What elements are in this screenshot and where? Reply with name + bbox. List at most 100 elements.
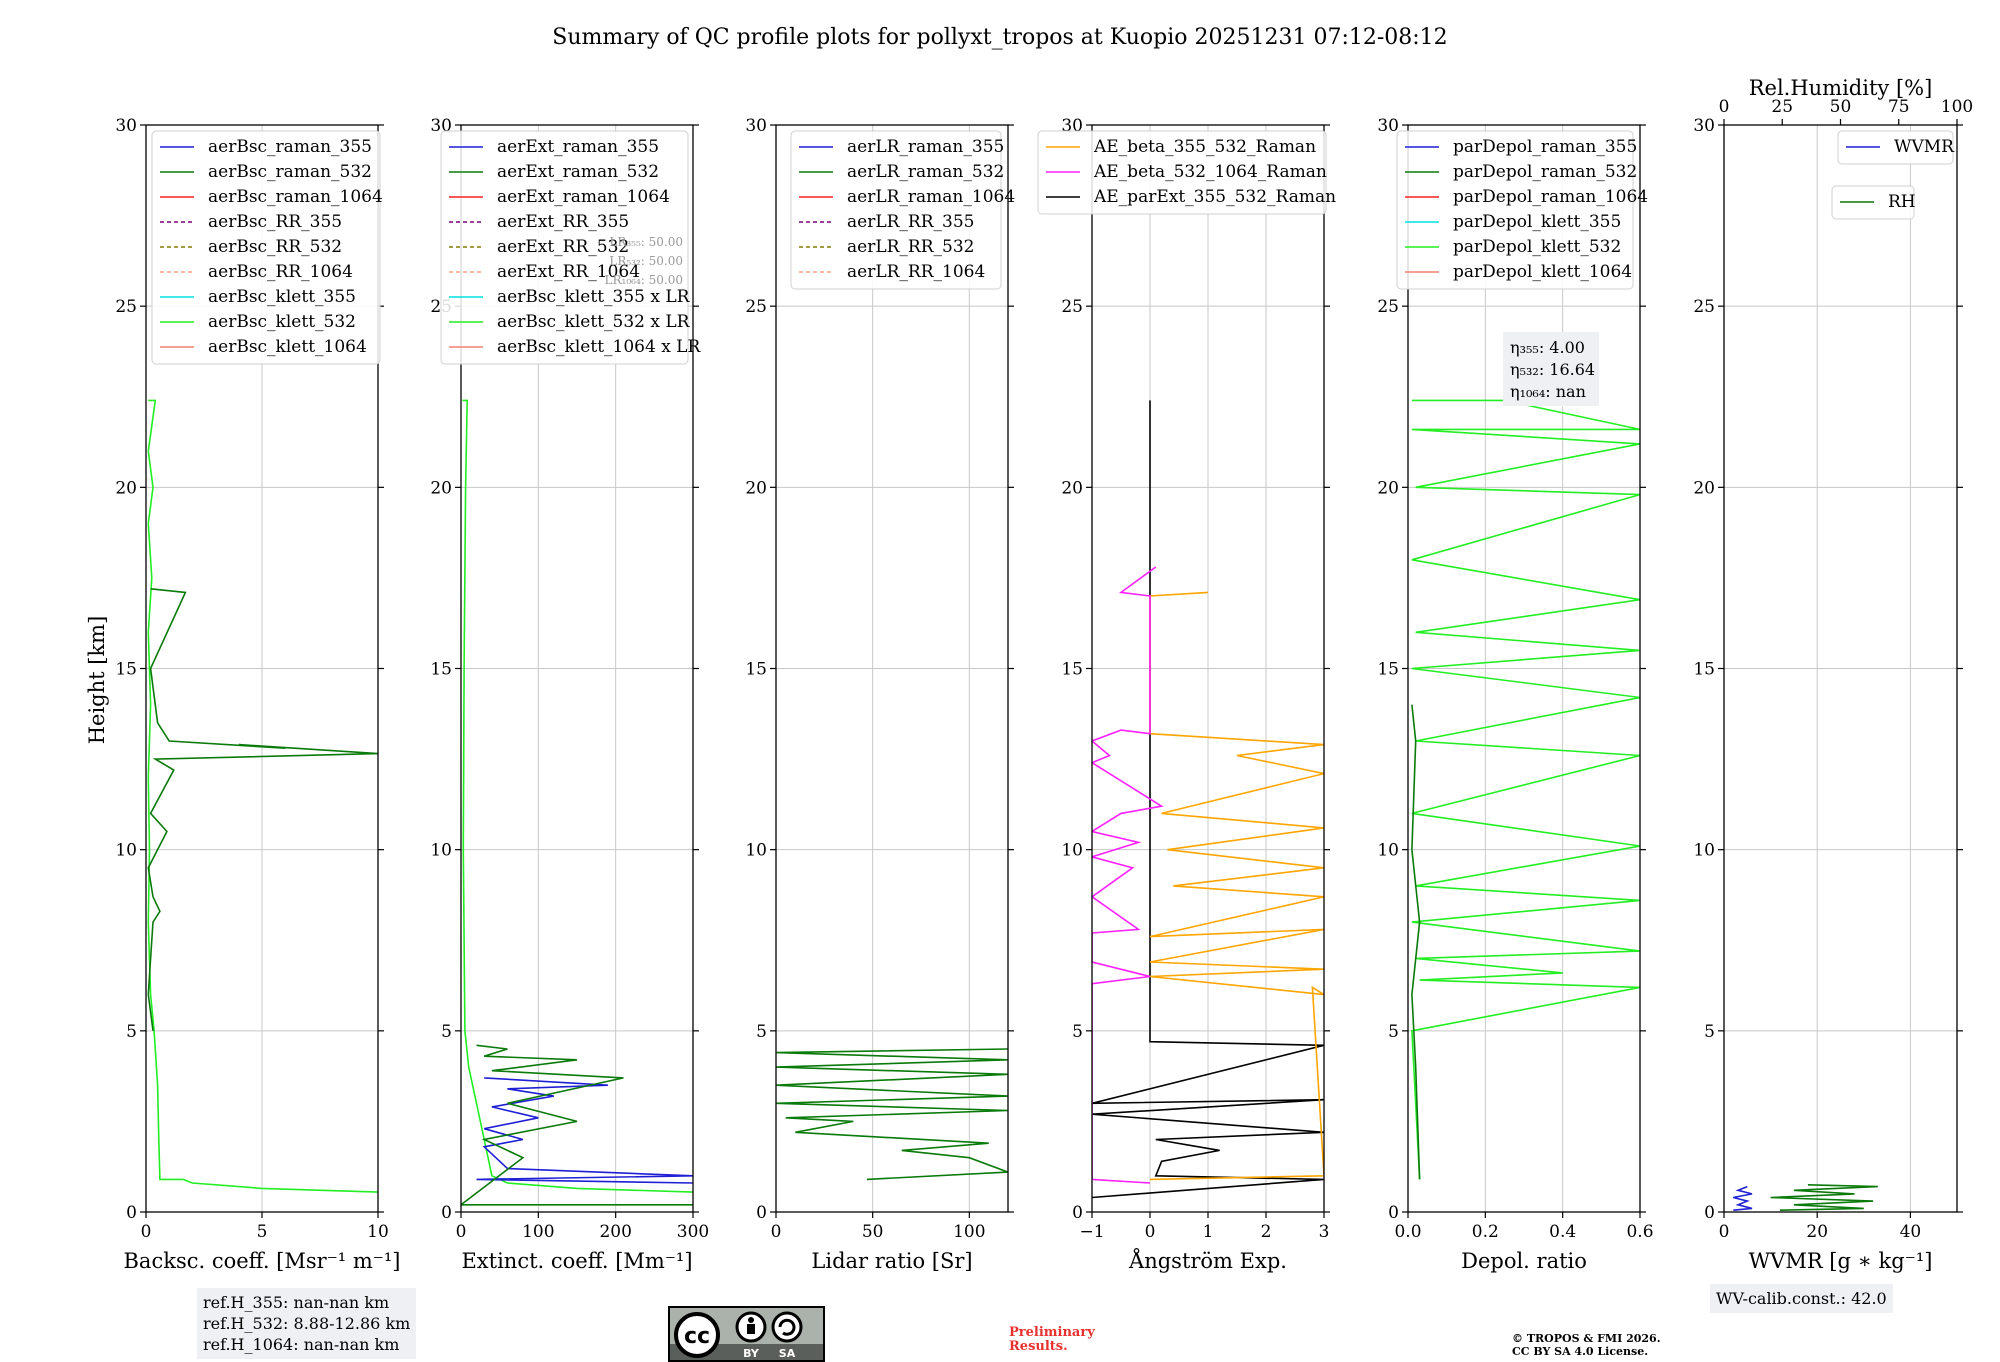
x-axis-label: Ångström Exp. <box>1128 1248 1287 1273</box>
axes-frame <box>775 124 1009 1213</box>
by-label: BY <box>743 1347 760 1360</box>
y-tick-label: 25 <box>745 297 767 317</box>
series-group <box>1092 400 1324 1199</box>
legend-label: AE_parExt_355_532_Raman <box>1093 187 1336 207</box>
legend-label: aerExt_raman_355 <box>497 137 659 157</box>
x-tick-label: 2 <box>1261 1222 1272 1242</box>
legend-label: aerLR_RR_355 <box>847 212 974 232</box>
sa-share-icon <box>771 1311 803 1343</box>
x-axis-label: Backsc. coeff. [Msr⁻¹ m⁻¹] <box>124 1249 401 1273</box>
x-tick-label: 50 <box>862 1222 884 1242</box>
series-line-aerLR_raman_532 <box>776 1048 1008 1181</box>
y-tick-label: 0 <box>1072 1203 1083 1223</box>
x-tick-label: 200 <box>599 1222 631 1242</box>
legend-label: AE_beta_355_532_Raman <box>1093 137 1316 157</box>
copyright-note: © TROPOS & FMI 2026. CC BY SA 4.0 Licens… <box>1512 1332 1661 1358</box>
x-tick-label: 0.0 <box>1394 1222 1421 1242</box>
legend-box <box>1037 130 1327 215</box>
y-tick-label: 15 <box>1061 660 1083 680</box>
legend-label: parDepol_raman_355 <box>1453 137 1637 157</box>
legend-label: parDepol_klett_532 <box>1453 237 1621 257</box>
y-tick-label: 25 <box>1061 297 1083 317</box>
legend-label: aerExt_raman_532 <box>497 162 659 182</box>
legend: RH <box>1831 185 1916 220</box>
y-tick-label: 15 <box>745 660 767 680</box>
legend: aerBsc_raman_355 aerBsc_raman_532 aerBsc_r… <box>151 130 383 365</box>
legend: WVMR <box>1837 130 1955 165</box>
y-tick-label: 10 <box>1377 841 1399 861</box>
x-tick-label: 40 <box>1900 1222 1922 1242</box>
y-tick-label: 5 <box>1388 1022 1399 1042</box>
series-line-WVMR <box>1733 1185 1753 1211</box>
x-axis-label: Lidar ratio [Sr] <box>811 1249 972 1273</box>
y-tick-label: 15 <box>430 660 452 680</box>
series-line-aerBsc_klett_532 <box>147 399 378 1193</box>
legend-label: aerExt_raman_1064 <box>497 187 670 207</box>
axes-frame <box>1091 124 1325 1213</box>
y-tick-label: 10 <box>1061 841 1083 861</box>
x-tick-label: 20 <box>1806 1222 1828 1242</box>
eta-annotation: η₃₅₅: 4.00 <box>1510 338 1585 357</box>
top-axis-label: Rel.Humidity [%] <box>1749 76 1933 100</box>
top-x-tick-label: 0 <box>1719 97 1730 117</box>
y-tick-label: 25 <box>1693 297 1715 317</box>
y-tick-label: 25 <box>115 297 137 317</box>
series-group <box>147 399 378 1193</box>
y-tick-label: 20 <box>1377 478 1399 498</box>
y-tick-label: 30 <box>745 116 767 136</box>
x-tick-label: 5 <box>257 1222 268 1242</box>
legend-label: aerExt_RR_532 <box>497 237 629 257</box>
x-axis-label: Extinct. coeff. [Mm⁻¹] <box>461 1249 692 1273</box>
panel-bsc: 0 5 10 15 20 25 30 0 5 10 Backsc. coeff. [Msr⁻¹ m⁻… <box>115 116 400 1273</box>
cc-icon-text: cc <box>684 1324 710 1349</box>
ref-height-355: ref.H_355: nan-nan km <box>203 1293 390 1312</box>
legend: aerLR_raman_355 aerLR_raman_532 aerLR_rama… <box>790 130 1015 290</box>
y-tick-label: 20 <box>115 478 137 498</box>
series-line-parDepol_raman_532 <box>1411 704 1421 1180</box>
y-tick-label: 5 <box>126 1022 137 1042</box>
x-tick-label: 3 <box>1319 1222 1330 1242</box>
x-tick-label: 100 <box>522 1222 554 1242</box>
legend-label: aerLR_RR_1064 <box>847 262 985 282</box>
wv-calib-box: WV-calib.const.: 42.0 <box>1710 1284 1893 1313</box>
y-tick-label: 5 <box>1704 1022 1715 1042</box>
series-line-aerBsc_raman_532 <box>147 588 378 1031</box>
series-line-AE_beta_355_532_Raman <box>1149 591 1324 1181</box>
y-tick-label: 10 <box>1693 841 1715 861</box>
y-tick-label: 30 <box>1693 116 1715 136</box>
legend: parDepol_raman_355 parDepol_raman_532 parD… <box>1396 130 1648 290</box>
x-tick-label: 0 <box>456 1222 467 1242</box>
legend-label: aerLR_RR_532 <box>847 237 974 257</box>
axes-frame <box>1407 124 1641 1213</box>
x-tick-label: 0 <box>141 1222 152 1242</box>
legend-label: aerBsc_klett_532 <box>208 312 356 332</box>
series-line-parDepol_klett_532 <box>1411 399 1640 1180</box>
axes-frame <box>1723 124 1958 1213</box>
x-tick-label: 100 <box>953 1222 985 1242</box>
top-x-tick-label: 100 <box>1941 97 1973 117</box>
x-tick-label: 1 <box>1203 1222 1214 1242</box>
y-tick-label: 20 <box>745 478 767 498</box>
y-tick-label: 20 <box>1061 478 1083 498</box>
x-tick-label: 0 <box>771 1222 782 1242</box>
ref-height-box: ref.H_355: nan-nan km ref.H_532: 8.88-12… <box>197 1288 417 1359</box>
x-tick-label: 0 <box>1145 1222 1156 1242</box>
x-tick-label: 0.4 <box>1549 1222 1576 1242</box>
lr-annotation: LR₁₀₆₄: 50.00 <box>605 273 683 287</box>
legend-box <box>151 130 381 365</box>
series-group <box>461 399 693 1206</box>
legend-label: aerBsc_RR_1064 <box>208 262 353 282</box>
top-x-tick-label: 75 <box>1888 97 1910 117</box>
preliminary-note: Preliminary Results. <box>1009 1325 1095 1354</box>
y-tick-label: 0 <box>1704 1203 1715 1223</box>
y-tick-label: 0 <box>756 1203 767 1223</box>
x-tick-label: 0 <box>1719 1222 1730 1242</box>
legend-label: parDepol_klett_1064 <box>1453 262 1632 282</box>
y-tick-label: 25 <box>1377 297 1399 317</box>
y-tick-label: 20 <box>430 478 452 498</box>
legend-label: aerBsc_klett_1064 <box>208 337 367 357</box>
x-tick-label: −1 <box>1079 1222 1104 1242</box>
series-line-aerBsc_klett_532 x LR <box>462 399 693 1193</box>
